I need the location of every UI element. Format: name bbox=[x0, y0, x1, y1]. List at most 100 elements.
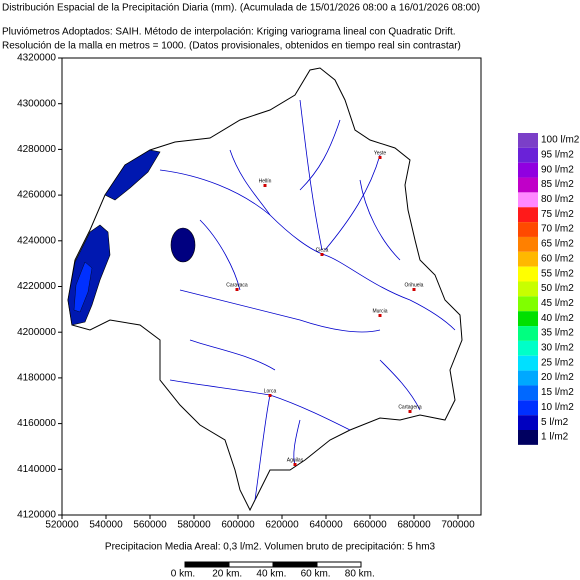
legend-label: 75 l/m2 bbox=[541, 209, 574, 220]
x-tick-label: 700000 bbox=[441, 520, 475, 531]
city-label: Caravaca bbox=[226, 282, 248, 288]
legend-label: 90 l/m2 bbox=[541, 164, 574, 175]
scale-segment bbox=[316, 561, 362, 568]
city-marker bbox=[293, 463, 297, 466]
x-tick-label: 660000 bbox=[353, 520, 387, 531]
legend-label: 95 l/m2 bbox=[541, 149, 574, 160]
x-tick-label: 600000 bbox=[221, 520, 255, 531]
scale-label: 60 km. bbox=[301, 569, 331, 580]
legend-label: 65 l/m2 bbox=[541, 239, 574, 250]
basin bbox=[67, 67, 463, 512]
x-tick-label: 680000 bbox=[397, 520, 431, 531]
scale-label: 20 km. bbox=[212, 569, 242, 580]
scale-segment bbox=[228, 561, 274, 568]
legend-label: 35 l/m2 bbox=[541, 328, 574, 339]
city-marker bbox=[235, 288, 239, 291]
scale-label: 0 km. bbox=[171, 569, 195, 580]
scale-label: 40 km. bbox=[256, 569, 286, 580]
y-tick-label: 4240000 bbox=[17, 235, 56, 246]
legend-swatch bbox=[518, 177, 538, 193]
legend-label: 10 l/m2 bbox=[541, 402, 574, 413]
scale-segment bbox=[184, 561, 230, 568]
legend-label: 30 l/m2 bbox=[541, 343, 574, 354]
legend-label: 100 l/m2 bbox=[541, 135, 580, 146]
y-tick-label: 4320000 bbox=[17, 53, 56, 64]
legend-label: 45 l/m2 bbox=[541, 298, 574, 309]
legend-swatch bbox=[518, 266, 538, 282]
basin-outline bbox=[67, 67, 463, 512]
city-marker bbox=[412, 288, 416, 291]
x-tick-label: 540000 bbox=[89, 520, 123, 531]
city-marker bbox=[268, 394, 272, 397]
x-tick-label: 520000 bbox=[45, 520, 79, 531]
legend-swatch bbox=[518, 236, 538, 252]
city-label: Yeste bbox=[374, 150, 387, 156]
legend-label: 40 l/m2 bbox=[541, 313, 574, 324]
legend-label: 55 l/m2 bbox=[541, 268, 574, 279]
city-marker bbox=[408, 410, 412, 413]
y-tick-label: 4120000 bbox=[17, 510, 56, 521]
city-marker bbox=[378, 156, 382, 159]
legend-swatch bbox=[518, 133, 538, 148]
scale-bar bbox=[184, 561, 362, 568]
y-tick-label: 4200000 bbox=[17, 327, 56, 338]
legend-swatch bbox=[518, 281, 538, 297]
city-marker bbox=[263, 184, 267, 187]
x-tick-label: 620000 bbox=[265, 520, 299, 531]
city-label: Aguilas bbox=[287, 457, 304, 463]
legend-label: 85 l/m2 bbox=[541, 179, 574, 190]
city-marker bbox=[320, 253, 324, 256]
scale-label: 80 km. bbox=[345, 569, 375, 580]
scale-segment bbox=[272, 561, 318, 568]
legend-swatch bbox=[518, 385, 538, 401]
legend-swatch bbox=[518, 311, 538, 327]
cities: Yeste Hellín Cieza Caravaca Orihuela Murcia Lo… bbox=[226, 150, 424, 466]
legend-swatch bbox=[518, 400, 538, 416]
legend-swatch bbox=[518, 340, 538, 356]
legend-label: 20 l/m2 bbox=[541, 372, 574, 383]
city-marker bbox=[378, 314, 382, 317]
y-tick-label: 4300000 bbox=[17, 98, 56, 109]
footer: Precipitacion Media Areal: 0,3 l/m2. Vol… bbox=[105, 542, 436, 553]
legend-swatch bbox=[518, 147, 538, 163]
precip-area bbox=[170, 227, 196, 263]
city-label: Murcia bbox=[372, 308, 387, 314]
legend-swatch bbox=[518, 296, 538, 312]
method-line: Pluviómetros Adoptados: SAIH. Método de … bbox=[2, 27, 456, 38]
legend-swatch bbox=[518, 370, 538, 386]
y-tick-label: 4180000 bbox=[17, 373, 56, 384]
legend-swatch bbox=[518, 430, 538, 445]
legend-swatch bbox=[518, 355, 538, 371]
y-tick-label: 4160000 bbox=[17, 418, 56, 429]
city-label: Cieza bbox=[316, 247, 329, 253]
resolution-line: Resolución de la malla en metros = 1000.… bbox=[2, 41, 461, 52]
legend-swatch bbox=[518, 415, 538, 430]
y-tick-label: 4140000 bbox=[17, 464, 56, 475]
legend-swatch bbox=[518, 326, 538, 341]
legend-label: 5 l/m2 bbox=[541, 417, 569, 428]
legend-label: 60 l/m2 bbox=[541, 253, 574, 264]
title: Distribución Espacial de la Precipitació… bbox=[2, 3, 480, 14]
legend-label: 50 l/m2 bbox=[541, 283, 574, 294]
y-tick-label: 4260000 bbox=[17, 190, 56, 201]
x-tick-label: 580000 bbox=[177, 520, 211, 531]
y-tick-label: 4220000 bbox=[17, 281, 56, 292]
city-label: Hellín bbox=[259, 178, 272, 184]
legend-label: 1 l/m2 bbox=[541, 432, 569, 443]
legend-label: 70 l/m2 bbox=[541, 224, 574, 235]
legend-swatch bbox=[518, 251, 538, 267]
legend-label: 80 l/m2 bbox=[541, 194, 574, 205]
precip-area bbox=[73, 261, 93, 313]
legend-label: 25 l/m2 bbox=[541, 357, 574, 368]
legend: 100 l/m2 95 l/m2 90 l/m2 85 l/m2 80 l/m2 75 l… bbox=[518, 133, 580, 445]
legend-swatch bbox=[518, 192, 538, 208]
legend-swatch bbox=[518, 162, 538, 178]
legend-swatch bbox=[518, 222, 538, 237]
city-label: Cartagena bbox=[398, 404, 422, 410]
y-tick-label: 4280000 bbox=[17, 144, 56, 155]
x-tick-label: 640000 bbox=[309, 520, 343, 531]
legend-swatch bbox=[518, 207, 538, 223]
precip-area bbox=[104, 149, 161, 201]
city-label: Lorca bbox=[264, 388, 277, 394]
